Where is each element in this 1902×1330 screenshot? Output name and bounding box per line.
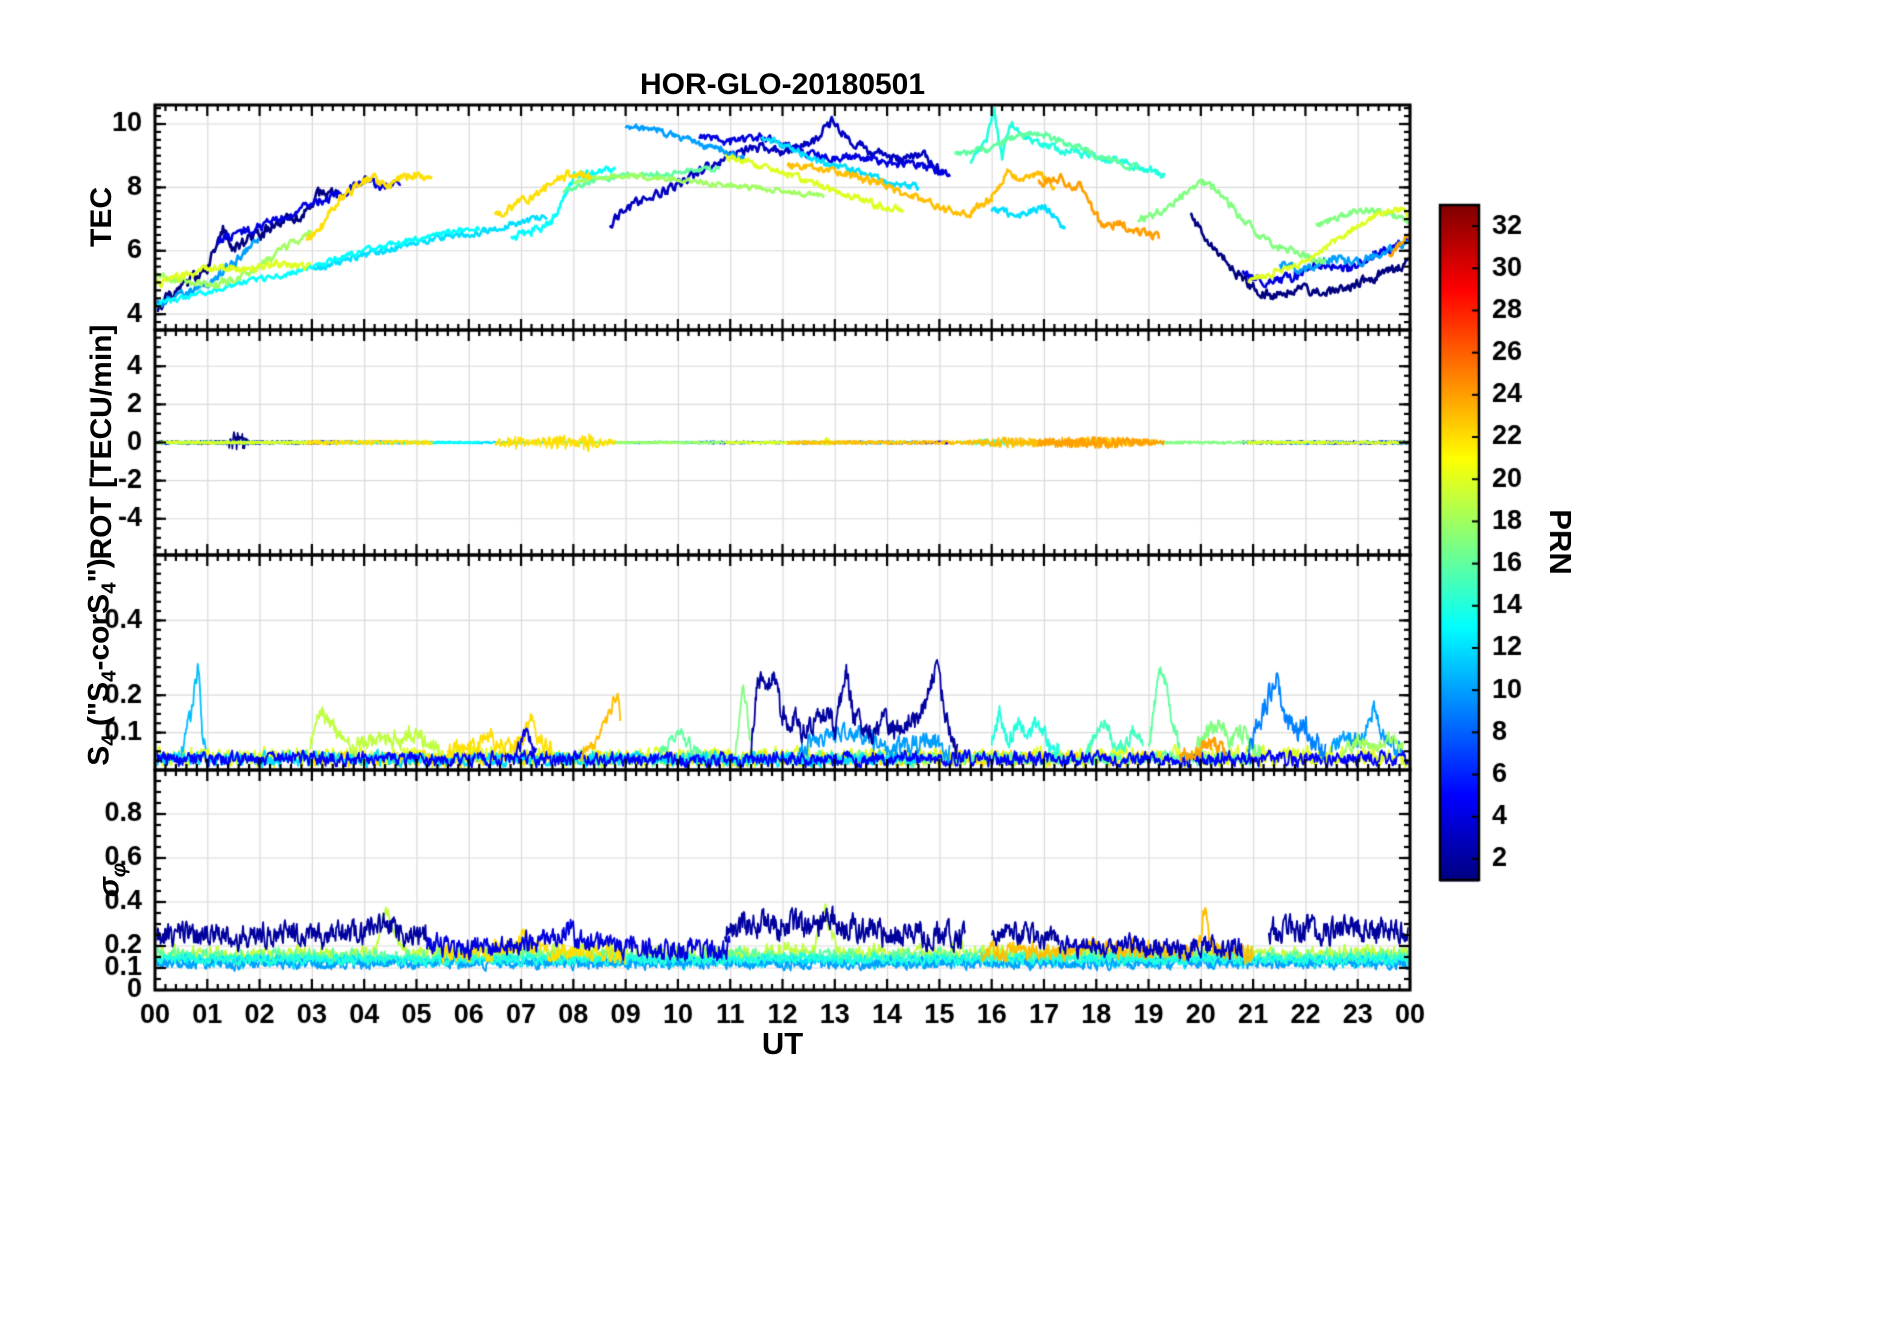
y-axis-label-tec: TEC [85,187,118,247]
y-axis-label-sigma-phi: σφ [93,863,132,897]
x-axis-label: UT [761,1026,804,1061]
chart-title: HOR-GLO-20180501 [639,68,926,101]
colorbar-label: PRN [1543,509,1578,575]
sigma-label-sub: φ [108,862,131,878]
s4-label-sub: 4 [98,734,121,746]
s4-label-part: ("S [82,681,116,735]
s4-label-part: S [82,745,116,766]
y-axis-label-rot: ROT [TECU/min] [85,324,118,560]
s4-label-sub: 4 [98,670,121,682]
s4-label-sub: 4 [98,582,121,594]
y-axis-label-s4: S4 ("S4-corS4") [83,558,122,766]
s4-label-part: ") [82,558,116,583]
sigma-label-part: σ [92,877,126,898]
s4-label-part: -corS [82,593,116,671]
